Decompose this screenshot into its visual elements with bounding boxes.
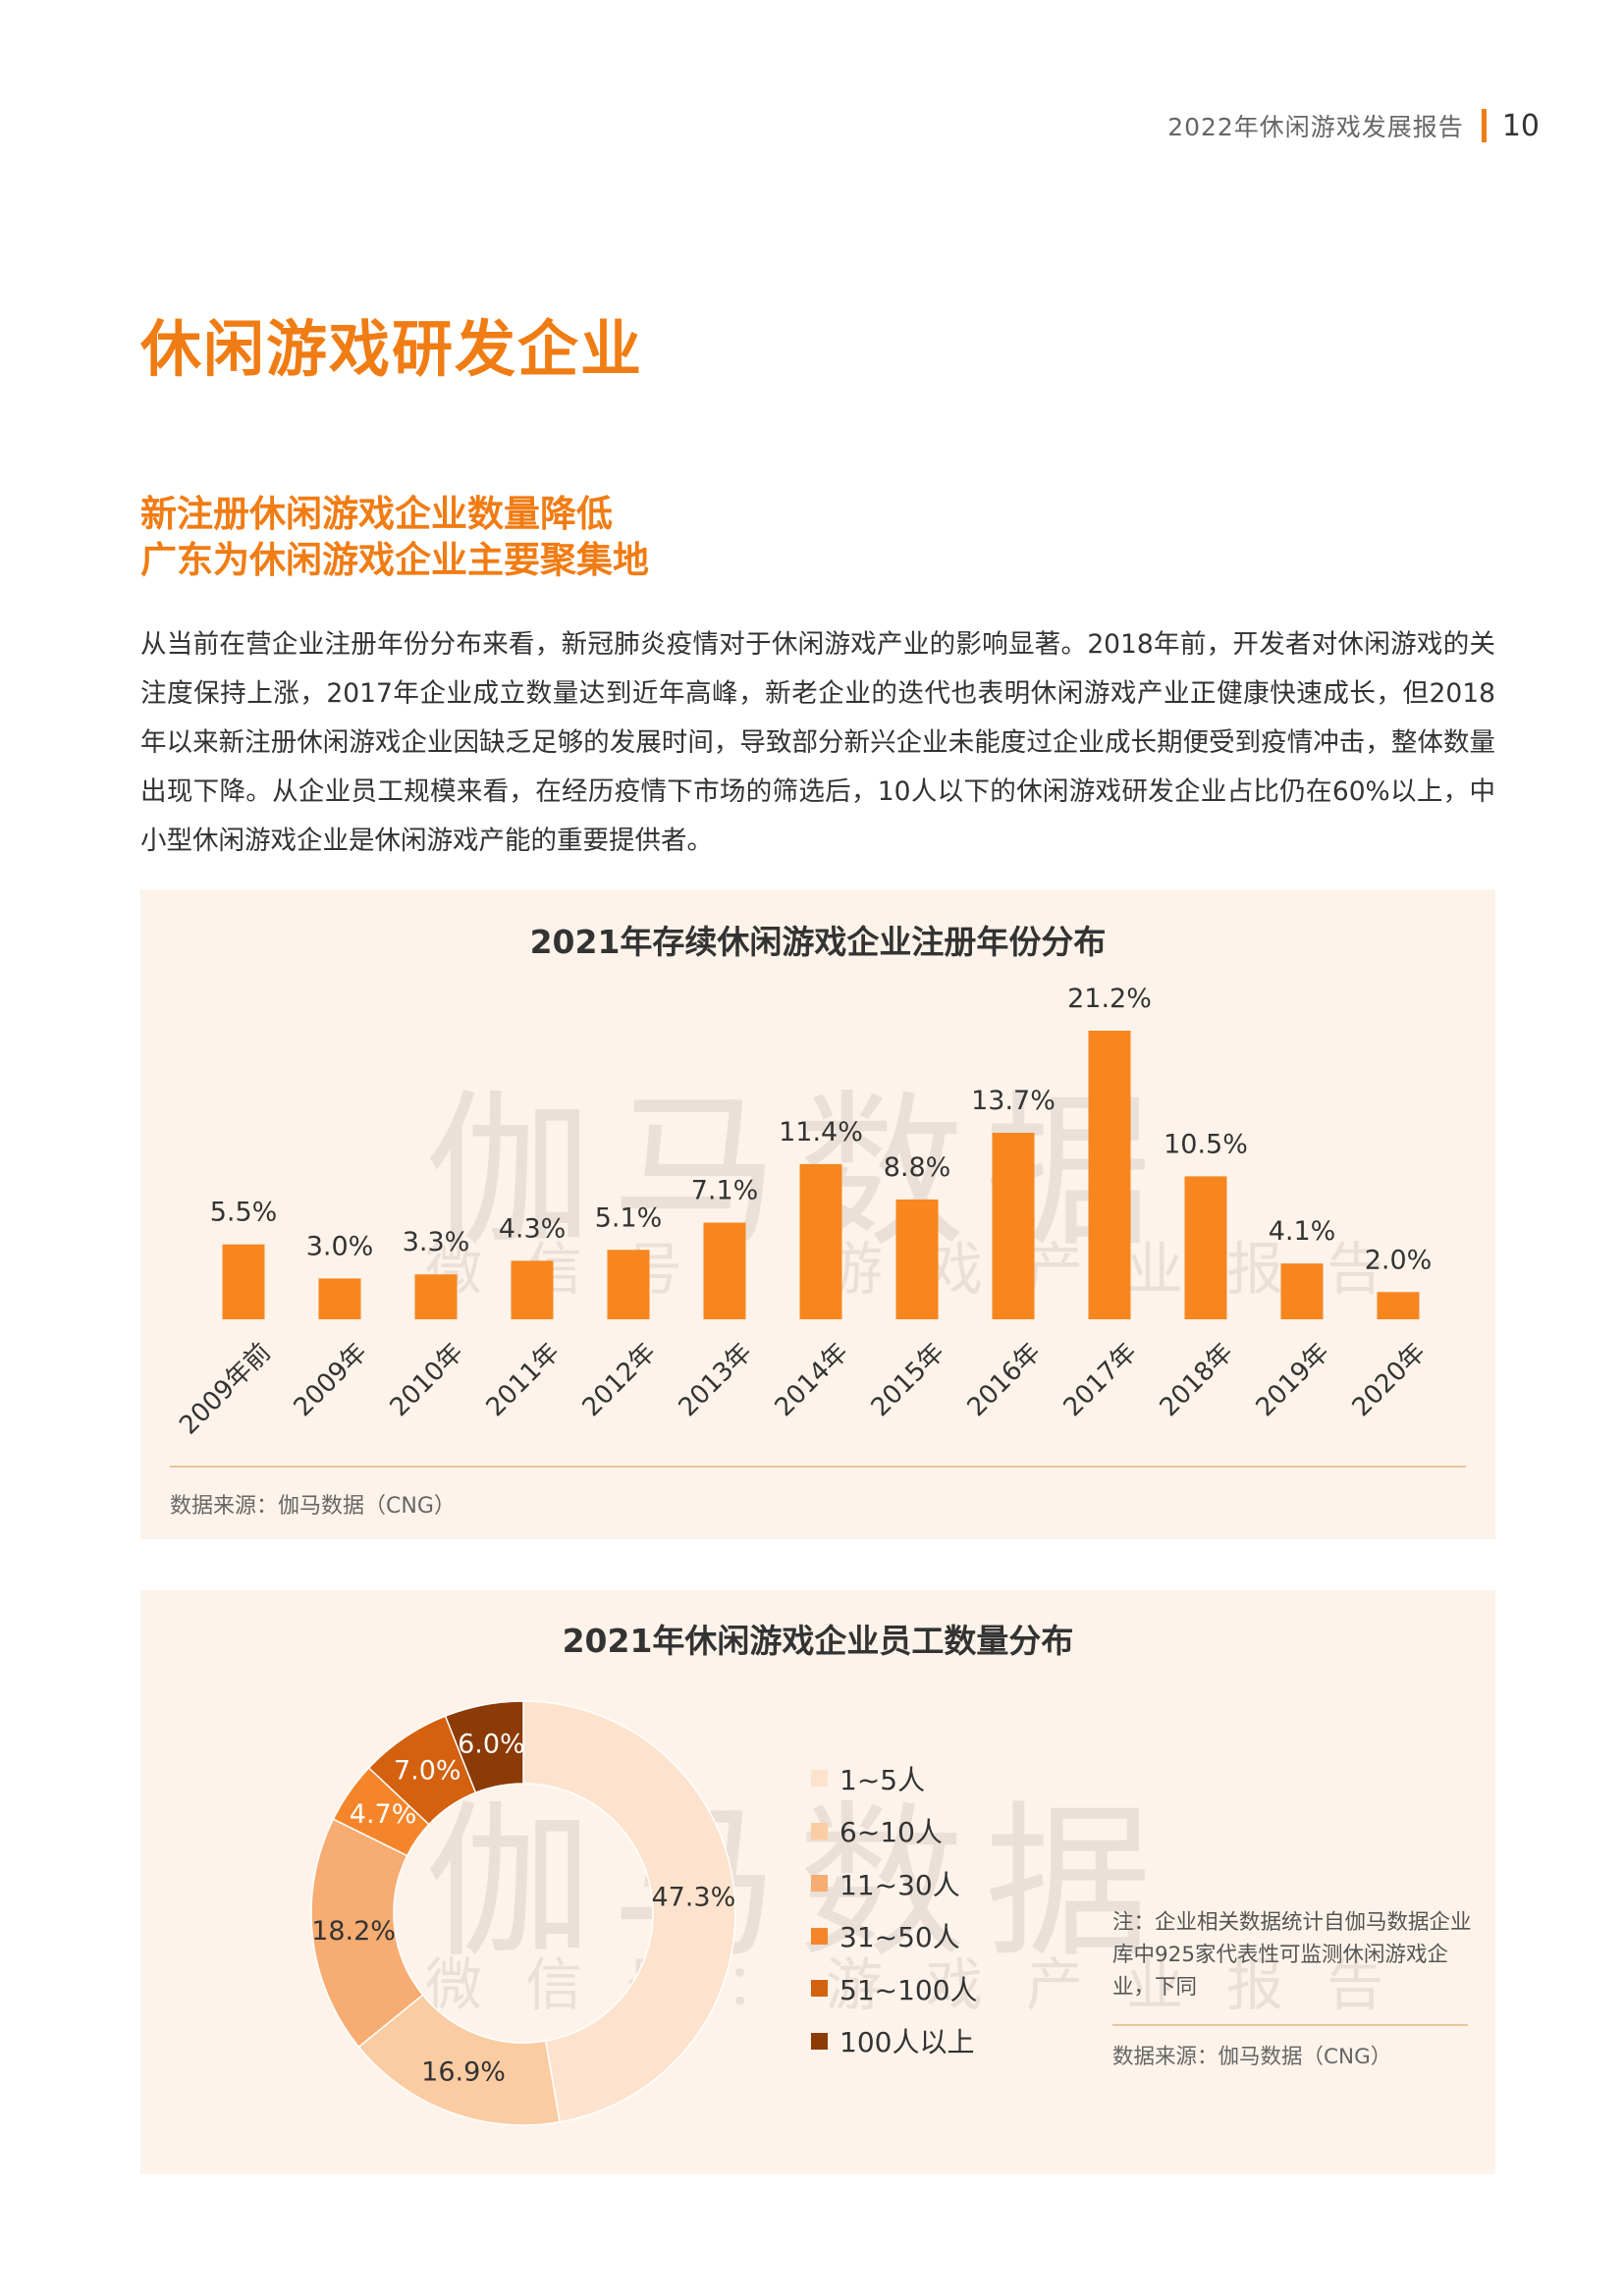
bar-value-label: 5.1% xyxy=(595,1202,663,1233)
bar xyxy=(511,1260,554,1319)
bar-value-label: 8.8% xyxy=(884,1152,951,1183)
bar-chart-title: 2021年存续休闲游戏企业注册年份分布 xyxy=(529,923,1107,961)
bar-value-label: 13.7% xyxy=(971,1086,1056,1116)
bar-chart: 5.5% 2009年前 3.0% 2009年 3.3% 2010年 4.3% 2011年 5.1… xyxy=(174,984,1433,1441)
donut-legend: 1~5人 6~10人 11~30人 31~50人 51~100人 100人以上 xyxy=(811,1752,978,2067)
bar-value-label: 5.5% xyxy=(210,1198,278,1228)
legend-label: 51~100人 xyxy=(839,1973,978,2006)
legend-item: 100人以上 xyxy=(811,2015,978,2068)
donut-slice xyxy=(522,1700,736,2123)
x-tick-label: 2020年 xyxy=(1347,1338,1432,1422)
legend-swatch xyxy=(811,1770,828,1788)
bar xyxy=(703,1222,746,1319)
bar xyxy=(992,1133,1035,1319)
bar xyxy=(895,1199,939,1319)
donut-chart-panel: 伽马数据 微信号：游戏产业报告 2021年休闲游戏企业员工数量分布 47.3% 1… xyxy=(140,1590,1495,2174)
x-tick-label: 2013年 xyxy=(674,1338,758,1422)
slice-value-label: 16.9% xyxy=(421,2056,506,2087)
bar xyxy=(1088,1031,1131,1319)
subtitle: 新注册休闲游戏企业数量降低 广东为休闲游戏企业主要聚集地 xyxy=(140,491,649,583)
legend-label: 1~5人 xyxy=(839,1763,926,1796)
x-tick-label: 2009年前 xyxy=(174,1338,277,1441)
header-divider xyxy=(1481,109,1487,142)
donut-slice xyxy=(444,1700,524,1794)
page-header: 2022年休闲游戏发展报告 10 xyxy=(1167,106,1540,145)
bar xyxy=(607,1250,650,1319)
bar-chart-divider xyxy=(170,1466,1466,1468)
x-tick-label: 2017年 xyxy=(1058,1338,1143,1422)
chart-note: 注：企业相关数据统计自伽马数据企业库中925家代表性可监测休闲游戏企业，下同 xyxy=(1112,1910,1472,2000)
slice-value-label: 18.2% xyxy=(311,1916,396,1947)
subtitle-line-2: 广东为休闲游戏企业主要聚集地 xyxy=(140,539,649,581)
bar xyxy=(318,1278,361,1319)
donut-chart-source: 数据来源：伽马数据（CNG） xyxy=(1112,2045,1392,2069)
subtitle-line-1: 新注册休闲游戏企业数量降低 xyxy=(140,493,613,535)
legend-swatch xyxy=(811,1980,828,1998)
bar-value-label: 11.4% xyxy=(779,1117,863,1148)
legend-item: 31~50人 xyxy=(811,1910,978,1963)
bar-value-label: 21.2% xyxy=(1067,984,1152,1014)
section-title: 休闲游戏研发企业 xyxy=(140,313,644,385)
bar-value-label: 10.5% xyxy=(1164,1129,1248,1159)
bar-value-label: 2.0% xyxy=(1365,1245,1433,1275)
bar-value-label: 3.3% xyxy=(403,1227,470,1257)
legend-label: 100人以上 xyxy=(839,2026,975,2059)
legend-label: 11~30人 xyxy=(839,1868,960,1901)
donut-slice xyxy=(310,1818,424,2049)
slice-value-label: 7.0% xyxy=(394,1756,461,1787)
donut-chart-divider xyxy=(1112,2024,1468,2026)
bar xyxy=(222,1244,265,1319)
legend-item: 51~100人 xyxy=(811,1962,978,2015)
x-tick-label: 2014年 xyxy=(770,1338,854,1422)
legend-swatch xyxy=(811,1927,828,1945)
bar xyxy=(414,1274,458,1319)
x-tick-label: 2015年 xyxy=(866,1338,950,1422)
x-tick-label: 2010年 xyxy=(385,1338,469,1422)
bar xyxy=(1280,1263,1324,1319)
donut-chart: 47.3% 16.9% 18.2% 4.7% 7.0%6.0% xyxy=(310,1700,736,2126)
x-tick-label: 2009年 xyxy=(289,1338,373,1422)
legend-label: 6~10人 xyxy=(839,1816,943,1849)
legend-item: 1~5人 xyxy=(811,1752,978,1805)
legend-swatch xyxy=(811,1822,828,1840)
bar xyxy=(1377,1292,1420,1319)
x-tick-label: 2012年 xyxy=(577,1338,662,1422)
bar xyxy=(1184,1176,1227,1319)
bar xyxy=(799,1163,842,1319)
legend-item: 6~10人 xyxy=(811,1805,978,1858)
bar-chart-panel: 伽马数据 微信号：游戏产业报告 2021年存续休闲游戏企业注册年份分布 5.5%… xyxy=(140,889,1495,1539)
x-tick-label: 2016年 xyxy=(962,1338,1047,1422)
report-title: 2022年休闲游戏发展报告 xyxy=(1167,113,1464,141)
slice-value-label: 4.7% xyxy=(350,1799,417,1830)
slice-value-label: 6.0% xyxy=(458,1730,525,1760)
donut-chart-title: 2021年休闲游戏企业员工数量分布 xyxy=(562,1622,1074,1660)
x-tick-label: 2018年 xyxy=(1155,1338,1239,1422)
x-tick-label: 2011年 xyxy=(481,1338,566,1422)
page-number: 10 xyxy=(1501,108,1540,143)
bar-value-label: 7.1% xyxy=(691,1176,759,1206)
legend-item: 11~30人 xyxy=(811,1857,978,1910)
slice-value-label: 47.3% xyxy=(651,1883,735,1913)
legend-swatch xyxy=(811,2032,828,2050)
bar-value-label: 3.0% xyxy=(306,1231,374,1261)
body-paragraph: 从当前在营企业注册年份分布来看，新冠肺炎疫情对于休闲游戏产业的影响显著。2018… xyxy=(140,629,1495,856)
bar-value-label: 4.1% xyxy=(1269,1216,1336,1247)
x-tick-label: 2019年 xyxy=(1251,1338,1335,1422)
bar-chart-source: 数据来源：伽马数据（CNG） xyxy=(170,1494,456,1519)
legend-label: 31~50人 xyxy=(839,1921,960,1954)
bar-value-label: 4.3% xyxy=(499,1213,567,1244)
legend-swatch xyxy=(811,1875,828,1893)
